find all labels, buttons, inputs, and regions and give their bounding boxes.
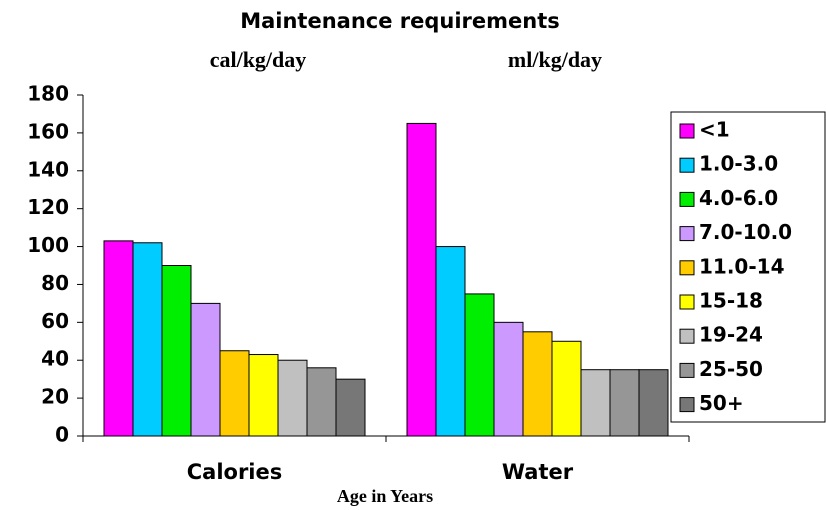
y-tick-label: 80 bbox=[41, 271, 69, 295]
bar bbox=[306, 367, 337, 437]
bar bbox=[277, 359, 308, 437]
x-tick-label: Calories bbox=[187, 460, 283, 484]
bar bbox=[464, 293, 495, 437]
annotation: cal/kg/day bbox=[210, 47, 307, 72]
bar bbox=[551, 340, 582, 437]
bar bbox=[580, 369, 611, 437]
legend-swatch bbox=[679, 260, 695, 276]
x-axis-label: Age in Years bbox=[337, 486, 433, 506]
y-tick-label: 140 bbox=[27, 157, 69, 181]
y-tick-label: 180 bbox=[27, 82, 69, 106]
bar bbox=[132, 242, 163, 437]
legend-box bbox=[670, 111, 826, 423]
bar bbox=[406, 122, 437, 437]
legend-swatch bbox=[679, 328, 695, 344]
bar bbox=[103, 240, 134, 437]
legend-swatch bbox=[679, 362, 695, 378]
legend-label: 7.0-10.0 bbox=[699, 220, 792, 244]
bar bbox=[435, 246, 466, 437]
y-tick-label: 120 bbox=[27, 195, 69, 219]
y-tick-label: 160 bbox=[27, 119, 69, 143]
y-tick-label: 0 bbox=[55, 423, 69, 447]
legend-swatch bbox=[679, 294, 695, 310]
y-tick-label: 60 bbox=[41, 309, 69, 333]
annotation: ml/kg/day bbox=[508, 47, 602, 72]
legend-label: 50+ bbox=[699, 391, 744, 415]
x-tick-label: Water bbox=[502, 460, 574, 484]
legend-label: 1.0-3.0 bbox=[699, 152, 778, 176]
y-tick-label: 100 bbox=[27, 233, 69, 257]
bar bbox=[609, 369, 640, 437]
bar bbox=[638, 369, 669, 437]
bar bbox=[161, 265, 192, 437]
bar bbox=[190, 302, 221, 437]
legend-label: 4.0-6.0 bbox=[699, 186, 778, 210]
legend-swatch bbox=[679, 191, 695, 207]
bar bbox=[493, 321, 524, 437]
legend-label: 25-50 bbox=[699, 357, 763, 381]
y-tick-label: 20 bbox=[41, 385, 69, 409]
legend-label: 15-18 bbox=[699, 289, 763, 313]
legend-swatch bbox=[679, 397, 695, 413]
bar bbox=[219, 350, 250, 437]
legend-swatch bbox=[679, 157, 695, 173]
legend-swatch bbox=[679, 226, 695, 242]
legend-label: <1 bbox=[699, 118, 730, 142]
legend-label: 11.0-14 bbox=[699, 254, 784, 278]
legend-label: 19-24 bbox=[699, 323, 763, 347]
bar bbox=[248, 354, 279, 437]
chart-title: Maintenance requirements bbox=[240, 9, 560, 33]
legend-swatch bbox=[679, 123, 695, 139]
bar bbox=[335, 378, 366, 437]
bar bbox=[522, 331, 553, 437]
y-tick-label: 40 bbox=[41, 347, 69, 371]
